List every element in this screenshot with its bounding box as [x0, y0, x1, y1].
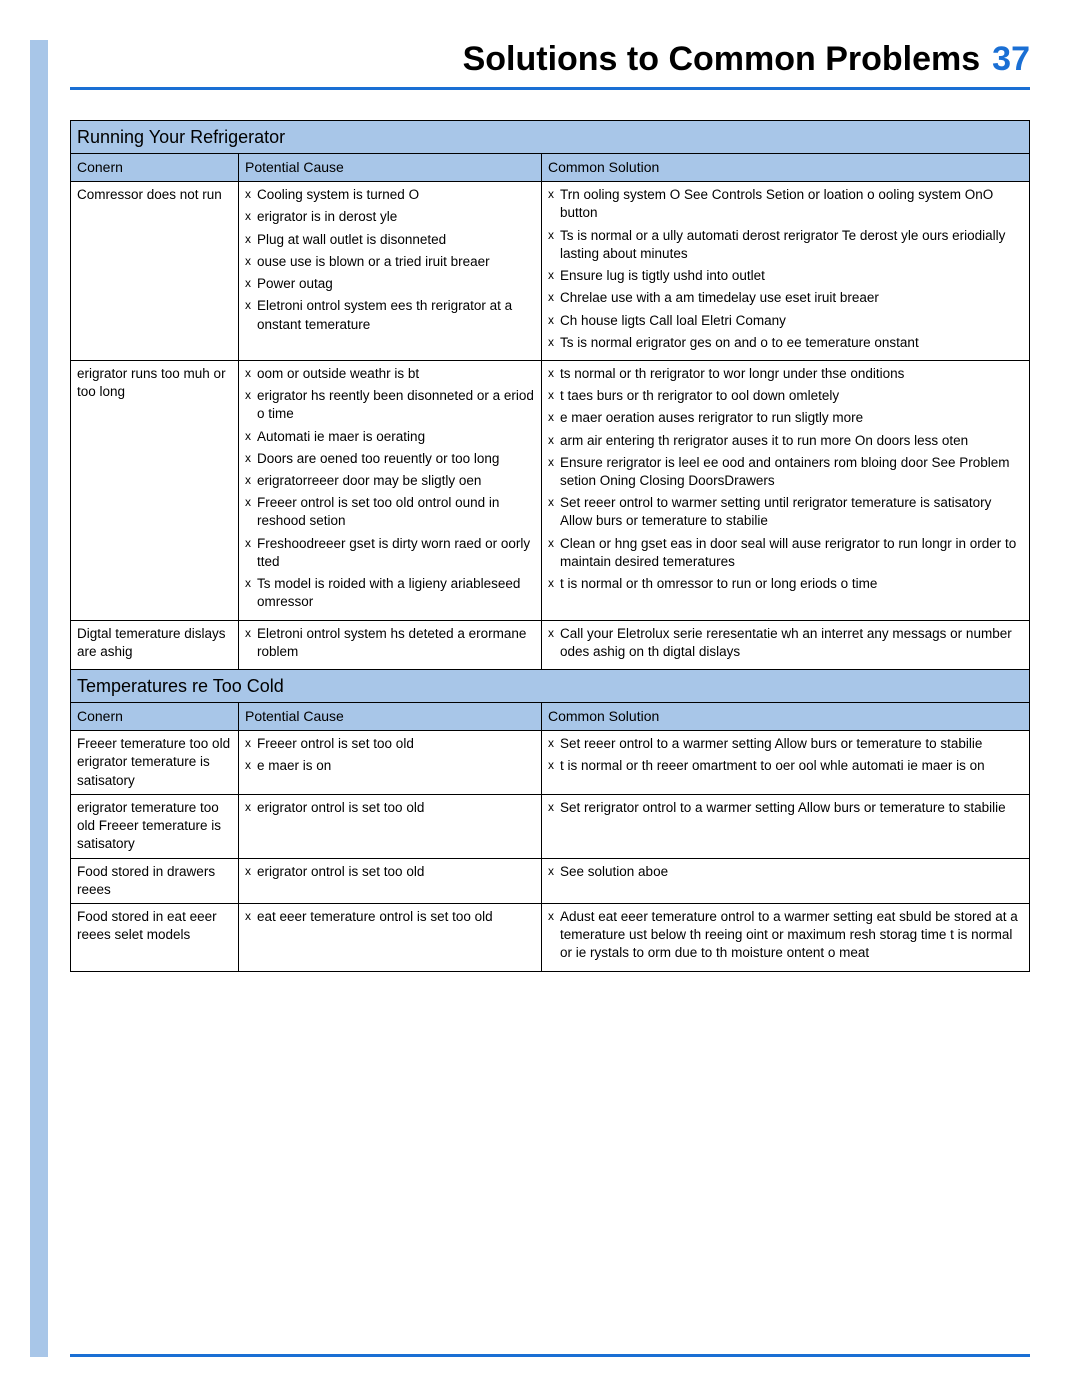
column-header-row: ConernPotential CauseCommon Solution: [71, 154, 1030, 182]
table-row: Freeer temerature too old erigrator teme…: [71, 731, 1030, 795]
list-item: Set reeer ontrol to a warmer setting All…: [548, 735, 1023, 753]
list-item: Power outag: [245, 275, 535, 293]
list-item: ouse use is blown or a tried iruit breae…: [245, 253, 535, 271]
concern-cell: Food stored in eat eeer reees selet mode…: [71, 903, 239, 971]
column-header: Common Solution: [542, 703, 1030, 731]
list-item: Set rerigrator ontrol to a warmer settin…: [548, 799, 1023, 817]
table-row: Digtal temerature dislays are ashigEletr…: [71, 620, 1030, 669]
column-header: Conern: [71, 154, 239, 182]
list-item: Ts is normal or a ully automati derost r…: [548, 227, 1023, 263]
page-container: Solutions to Common Problems 37 Running …: [0, 0, 1080, 1397]
troubleshooting-table: Running Your RefrigeratorConernPotential…: [70, 120, 1030, 972]
bullet-list: Call your Eletrolux serie reresentatie w…: [548, 625, 1023, 661]
list-item: Automati ie maer is oerating: [245, 428, 535, 446]
bullet-list: Cooling system is turned O erigrator is i…: [245, 186, 535, 334]
list-item: erigrator is in derost yle: [245, 208, 535, 226]
list-item: Ts is normal erigrator ges on and o to e…: [548, 334, 1023, 352]
concern-cell: erigrator runs too muh or too long: [71, 360, 239, 620]
bullet-list: Set rerigrator ontrol to a warmer settin…: [548, 799, 1023, 817]
list-item: t taes burs or th rerigrator to ool down…: [548, 387, 1023, 405]
list-item: e maer is on: [245, 757, 535, 775]
footer-rule: [70, 1354, 1030, 1357]
bullet-list: oom or outside weathr is bt erigrator hs …: [245, 365, 535, 612]
column-header-row: ConernPotential CauseCommon Solution: [71, 703, 1030, 731]
bullet-list: Set reeer ontrol to a warmer setting All…: [548, 735, 1023, 775]
list-item: Trn ooling system O See Controls Setion …: [548, 186, 1023, 222]
list-item: Cooling system is turned O: [245, 186, 535, 204]
page-number: 37: [992, 40, 1030, 79]
column-header: Conern: [71, 703, 239, 731]
list-item: Ch house ligts Call loal Eletri Comany: [548, 312, 1023, 330]
concern-cell: Freeer temerature too old erigrator teme…: [71, 731, 239, 795]
concern-cell: erigrator temerature too old Freeer teme…: [71, 794, 239, 858]
section-header: Running Your Refrigerator: [71, 121, 1030, 154]
table-row: Food stored in eat eeer reees selet mode…: [71, 903, 1030, 971]
list-item: eat eeer temerature ontrol is set too ol…: [245, 908, 535, 926]
bullet-list: Freeer ontrol is set too old e maer is on: [245, 735, 535, 775]
concern-cell: Food stored in drawers reees: [71, 858, 239, 903]
list-item: erigrator ontrol is set too old: [245, 799, 535, 817]
list-item: t is normal or th omressor to run or lon…: [548, 575, 1023, 593]
bullet-list: erigrator ontrol is set too old: [245, 863, 535, 881]
list-item: Call your Eletrolux serie reresentatie w…: [548, 625, 1023, 661]
list-item: Plug at wall outlet is disonneted: [245, 231, 535, 249]
column-header: Potential Cause: [239, 703, 542, 731]
section-header: Temperatures re Too Cold: [71, 670, 1030, 703]
bullet-list: See solution aboe: [548, 863, 1023, 881]
list-item: Clean or hng gset eas in door seal will …: [548, 535, 1023, 571]
section-title: Temperatures re Too Cold: [71, 670, 1030, 703]
list-item: oom or outside weathr is bt: [245, 365, 535, 383]
list-item: Freshoodreeer gset is dirty worn raed or…: [245, 535, 535, 571]
list-item: erigratorreeer door may be sligtly oen: [245, 472, 535, 490]
table-row: Comressor does not runCooling system is …: [71, 182, 1030, 361]
list-item: erigrator ontrol is set too old: [245, 863, 535, 881]
section-title: Running Your Refrigerator: [71, 121, 1030, 154]
table-row: erigrator runs too muh or too longoom or…: [71, 360, 1030, 620]
list-item: Ensure lug is tigtly ushd into outlet: [548, 267, 1023, 285]
concern-cell: Comressor does not run: [71, 182, 239, 361]
bullet-list: erigrator ontrol is set too old: [245, 799, 535, 817]
left-accent-bar: [30, 40, 48, 1357]
table-row: Food stored in drawers reees erigrator on…: [71, 858, 1030, 903]
column-header: Potential Cause: [239, 154, 542, 182]
list-item: e maer oeration auses rerigrator to run …: [548, 409, 1023, 427]
table-row: erigrator temerature too old Freeer teme…: [71, 794, 1030, 858]
list-item: erigrator hs reently been disonneted or …: [245, 387, 535, 423]
list-item: Eletroni ontrol system ees th rerigrator…: [245, 297, 535, 333]
list-item: Eletroni ontrol system hs deteted a eror…: [245, 625, 535, 661]
list-item: Ts model is roided with a ligieny ariabl…: [245, 575, 535, 611]
bullet-list: Adust eat eeer temerature ontrol to a wa…: [548, 908, 1023, 963]
list-item: arm air entering th rerigrator auses it …: [548, 432, 1023, 450]
list-item: Set reeer ontrol to warmer setting until…: [548, 494, 1023, 530]
concern-cell: Digtal temerature dislays are ashig: [71, 620, 239, 669]
list-item: Freeer ontrol is set too old: [245, 735, 535, 753]
content-area: Solutions to Common Problems 37 Running …: [70, 40, 1030, 972]
column-header: Common Solution: [542, 154, 1030, 182]
bullet-list: ts normal or th rerigrator to wor longr …: [548, 365, 1023, 593]
list-item: Freeer ontrol is set too old ontrol ound…: [245, 494, 535, 530]
title-block: Solutions to Common Problems 37: [70, 40, 1030, 90]
list-item: ts normal or th rerigrator to wor longr …: [548, 365, 1023, 383]
list-item: t is normal or th reeer omartment to oer…: [548, 757, 1023, 775]
bullet-list: eat eeer temerature ontrol is set too ol…: [245, 908, 535, 926]
list-item: Ensure rerigrator is leel ee ood and ont…: [548, 454, 1023, 490]
list-item: Adust eat eeer temerature ontrol to a wa…: [548, 908, 1023, 963]
list-item: Chrelae use with a am timedelay use eset…: [548, 289, 1023, 307]
list-item: See solution aboe: [548, 863, 1023, 881]
list-item: Doors are oened too reuently or too long: [245, 450, 535, 468]
bullet-list: Trn ooling system O See Controls Setion …: [548, 186, 1023, 352]
bullet-list: Eletroni ontrol system hs deteted a eror…: [245, 625, 535, 661]
page-title: Solutions to Common Problems: [463, 40, 981, 79]
